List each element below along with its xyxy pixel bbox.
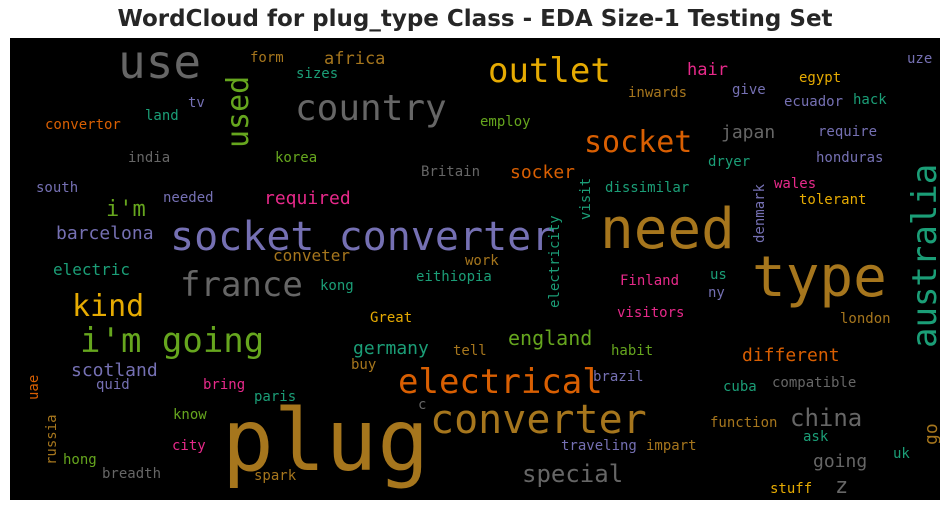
- word-converter: converter: [430, 397, 647, 443]
- word-electrical: electrical: [398, 362, 603, 402]
- word-dryer: dryer: [708, 154, 750, 170]
- word-city: city: [172, 438, 206, 454]
- word-require: require: [818, 124, 877, 140]
- word-ecuador: ecuador: [784, 94, 843, 110]
- word-south: south: [36, 180, 78, 196]
- word-give: give: [732, 82, 766, 98]
- word-go: go: [921, 423, 940, 445]
- word-needed: needed: [163, 190, 214, 206]
- word-land: land: [145, 108, 179, 124]
- word-denmark: denmark: [752, 183, 768, 243]
- word-habit: habit: [611, 343, 653, 359]
- word-country: country: [295, 88, 447, 129]
- word-different: different: [742, 345, 840, 366]
- word-brazil: brazil: [593, 369, 644, 385]
- word-form: form: [250, 50, 284, 66]
- word-buy: buy: [351, 357, 376, 373]
- word-function: function: [710, 415, 777, 431]
- word-great: Great: [370, 310, 412, 326]
- word-tv: tv: [188, 95, 205, 111]
- word-visit: visit: [578, 178, 594, 220]
- word-britain: Britain: [421, 164, 480, 180]
- word-cloud: plug need type socket converter converter use…: [10, 38, 940, 500]
- word-uae: uae: [26, 375, 42, 400]
- word-electricity: electricity: [547, 215, 563, 308]
- word-france: france: [180, 265, 303, 305]
- word-india: india: [128, 150, 170, 166]
- word-kong: kong: [320, 278, 354, 294]
- word-special: special: [522, 460, 623, 488]
- word-japan: japan: [721, 122, 775, 143]
- word-hack: hack: [853, 92, 887, 108]
- word-type: type: [752, 245, 887, 310]
- word-us: us: [710, 267, 727, 283]
- word-sizes: sizes: [296, 66, 338, 82]
- word-z: z: [835, 474, 848, 499]
- word-convertor: convertor: [45, 117, 121, 133]
- word-plug: plug: [222, 391, 429, 491]
- word-london: london: [840, 311, 891, 327]
- word-hair: hair: [687, 60, 728, 80]
- word-need: need: [600, 197, 735, 262]
- word-australia: australia: [905, 164, 940, 348]
- word-tolerant: tolerant: [799, 192, 866, 208]
- word-work: work: [465, 253, 499, 269]
- word-spark: spark: [254, 468, 297, 484]
- word-china: china: [790, 404, 862, 432]
- word-going: going: [813, 451, 867, 472]
- word-socker: socker: [510, 162, 575, 183]
- word-conveter: conveter: [273, 246, 350, 265]
- word-visitors: visitors: [617, 305, 684, 321]
- word-barcelona: barcelona: [56, 223, 154, 244]
- cloud-background: [10, 38, 940, 500]
- word-socket-converter: socket converter: [170, 214, 555, 260]
- word-tell: tell: [453, 343, 487, 359]
- word-breadth: breadth: [102, 466, 161, 482]
- word-germany: germany: [353, 338, 429, 359]
- word-required: required: [264, 188, 351, 209]
- word-wales: wales: [774, 176, 816, 192]
- word-stuff: stuff: [770, 481, 812, 497]
- word-c: c: [418, 397, 426, 413]
- word-uze: uze: [907, 51, 932, 67]
- word-socket: socket: [584, 125, 692, 160]
- word-uk: uk: [893, 446, 910, 462]
- word-kind: kind: [72, 289, 144, 324]
- word-cuba: cuba: [723, 379, 757, 395]
- word-compatible: compatible: [772, 375, 856, 391]
- word-impart: impart: [646, 438, 697, 454]
- word-honduras: honduras: [816, 150, 883, 166]
- word-ny: ny: [708, 285, 725, 301]
- word-outlet: outlet: [488, 51, 611, 91]
- word-know: know: [173, 407, 207, 423]
- word-i-m-going: i'm going: [80, 321, 264, 361]
- word-ask: ask: [803, 429, 829, 445]
- word-inwards: inwards: [628, 85, 687, 101]
- word-eithiopia: eithiopia: [416, 269, 492, 285]
- word-bring: bring: [203, 377, 245, 393]
- word-england: england: [508, 326, 592, 350]
- word-dissimilar: dissimilar: [605, 180, 689, 196]
- word-used: used: [221, 76, 256, 148]
- word-finland: Finland: [620, 273, 679, 289]
- word-i-m: i'm: [106, 197, 146, 222]
- word-scotland: scotland: [71, 360, 158, 381]
- word-russia: russia: [44, 414, 60, 465]
- word-paris: paris: [254, 389, 296, 405]
- chart-title: WordCloud for plug_type Class - EDA Size…: [117, 6, 833, 32]
- word-employ: employ: [480, 114, 531, 130]
- word-traveling: traveling: [561, 438, 637, 454]
- word-korea: korea: [275, 150, 317, 166]
- word-electric: electric: [53, 260, 130, 279]
- word-africa: africa: [324, 49, 385, 69]
- word-quid: quid: [96, 377, 130, 393]
- word-egypt: egypt: [799, 70, 841, 86]
- word-use: use: [118, 38, 201, 89]
- word-hong: hong: [63, 452, 97, 468]
